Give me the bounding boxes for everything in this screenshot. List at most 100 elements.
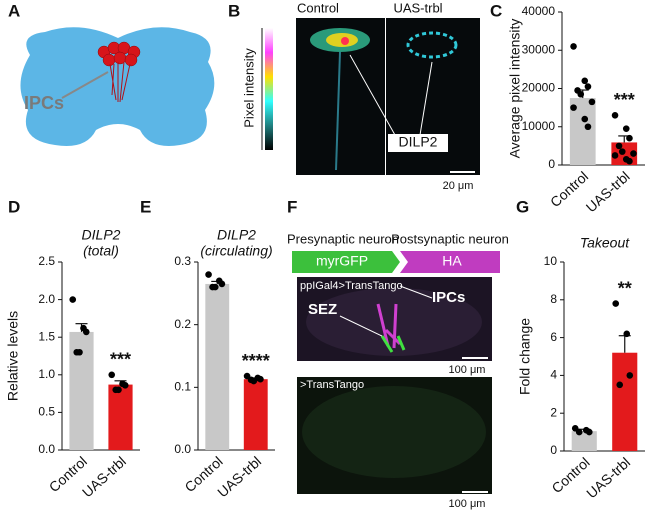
data-point [205, 271, 212, 278]
neuron-signal [380, 335, 406, 353]
data-point [630, 150, 637, 157]
bar [243, 379, 268, 450]
cell-signal [341, 37, 349, 45]
pre-box [292, 251, 400, 273]
significance: **** [242, 351, 270, 371]
chart-subtitle: (total) [83, 243, 119, 259]
region-label: SEZ [308, 301, 337, 318]
panel-letter: B [228, 1, 240, 20]
image-label: ppIGal4>TransTango [300, 280, 403, 292]
data-point [626, 372, 634, 379]
x-tick-label: UAS-trbl [583, 454, 633, 501]
data-point [76, 348, 83, 356]
data-point [218, 280, 226, 288]
chart-title: DILP2 [217, 227, 256, 243]
data-point [575, 428, 583, 436]
chart-subtitle: (circulating) [200, 243, 272, 259]
y-tick-label: 10 [544, 254, 558, 268]
post-label: Postsynaptic neuron [391, 231, 509, 246]
cells-label: IPCs [432, 289, 465, 306]
chart-title: DILP2 [82, 227, 121, 243]
panel-letter: A [8, 1, 20, 20]
y-tick-label: 0.3 [174, 254, 191, 268]
image-label: UAS-trbl [393, 0, 442, 15]
color-scale [265, 28, 273, 150]
ipc-label: IPCs [24, 93, 64, 113]
y-axis-label: Fold change [517, 318, 533, 395]
bar [612, 352, 638, 451]
data-point [585, 428, 593, 436]
data-point [623, 330, 631, 338]
y-tick-label: 2 [550, 405, 557, 419]
cell-signal [406, 31, 458, 59]
data-point [121, 382, 129, 389]
pre-label: Presynaptic neuron [287, 231, 399, 246]
data-point [69, 296, 77, 303]
pointer-arrow [61, 71, 109, 99]
post-box [400, 251, 500, 273]
data-point [611, 152, 619, 159]
y-axis-label: Relative levels [5, 311, 21, 401]
brain-signal [302, 386, 486, 478]
data-point [581, 115, 589, 123]
y-tick-label: 1.5 [38, 329, 55, 343]
data-point [618, 148, 626, 155]
bar [108, 384, 133, 450]
y-tick-label: 6 [550, 330, 557, 344]
data-point [108, 371, 116, 379]
post-marker: HA [442, 253, 462, 269]
significance: ** [618, 278, 632, 298]
y-tick-label: 10000 [522, 119, 556, 133]
data-point [570, 104, 577, 111]
arrow [399, 285, 433, 299]
y-tick-label: 2.5 [38, 254, 55, 268]
data-point [622, 125, 630, 132]
data-point [626, 134, 633, 142]
y-tick-label: 0.5 [38, 405, 55, 419]
bar [571, 431, 597, 451]
data-point [616, 381, 624, 389]
x-tick-label: UAS-trbl [214, 453, 264, 500]
significance: *** [614, 90, 635, 110]
y-tick-label: 0 [548, 157, 555, 171]
data-point [588, 98, 596, 106]
panel-letter: F [287, 197, 297, 216]
y-tick-label: 2.0 [38, 292, 55, 306]
data-point [611, 111, 619, 119]
data-point [115, 386, 122, 394]
image-label: Control [297, 0, 339, 15]
bar [205, 283, 230, 450]
data-point [250, 377, 258, 385]
chart-title: Takeout [580, 235, 630, 251]
y-tick-label: 0.2 [174, 317, 191, 331]
data-point [626, 157, 633, 165]
x-tick-label: UAS-trbl [79, 453, 129, 500]
y-axis-label: Average pixel intensity [507, 19, 523, 159]
data-point [257, 375, 264, 383]
scale-label: Pixel intensity [241, 48, 256, 128]
y-tick-label: 0.0 [174, 442, 191, 456]
data-point [612, 300, 620, 307]
arrow [349, 54, 396, 136]
panel-letter: E [140, 197, 151, 216]
axon [335, 51, 341, 171]
scale-bar-label: 100 μm [449, 364, 486, 376]
x-tick-label: UAS-trbl [583, 168, 633, 215]
image-label: >TransTango [300, 379, 364, 391]
data-point [584, 123, 592, 131]
y-tick-label: 8 [550, 292, 557, 306]
y-tick-label: 1.0 [38, 367, 55, 381]
scale-bar-label: 100 μm [449, 498, 486, 510]
arrow [339, 315, 383, 337]
data-point [581, 77, 589, 85]
marker-label: DILP2 [399, 134, 438, 150]
panel-letter: C [490, 1, 502, 20]
data-point [584, 83, 592, 90]
neuron-signal [376, 303, 402, 349]
data-point [615, 142, 623, 150]
y-tick-label: 20000 [522, 81, 556, 95]
data-point [82, 328, 90, 336]
brain-outline [20, 27, 215, 147]
y-tick-label: 0.0 [38, 442, 55, 456]
